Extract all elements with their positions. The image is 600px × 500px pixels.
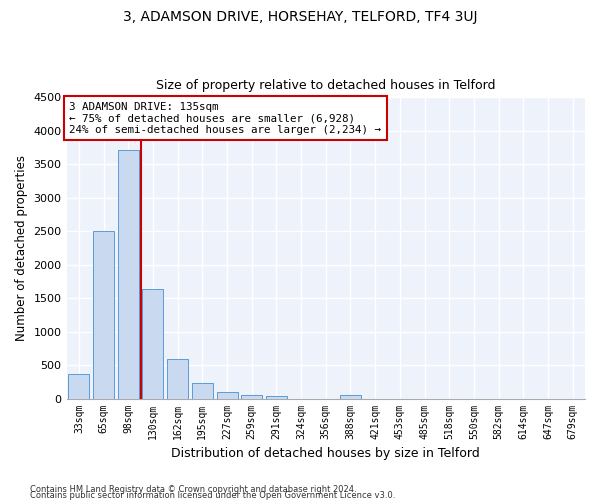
Y-axis label: Number of detached properties: Number of detached properties: [15, 155, 28, 341]
Bar: [241, 394, 262, 398]
Bar: [68, 374, 89, 398]
X-axis label: Distribution of detached houses by size in Telford: Distribution of detached houses by size …: [172, 447, 480, 460]
Text: Contains public sector information licensed under the Open Government Licence v3: Contains public sector information licen…: [30, 490, 395, 500]
Bar: [167, 359, 188, 399]
Bar: [93, 231, 114, 398]
Text: 3 ADAMSON DRIVE: 135sqm
← 75% of detached houses are smaller (6,928)
24% of semi: 3 ADAMSON DRIVE: 135sqm ← 75% of detache…: [69, 102, 381, 135]
Bar: [340, 395, 361, 398]
Bar: [118, 150, 139, 398]
Bar: [192, 383, 213, 398]
Title: Size of property relative to detached houses in Telford: Size of property relative to detached ho…: [156, 79, 496, 92]
Bar: [217, 392, 238, 398]
Text: Contains HM Land Registry data © Crown copyright and database right 2024.: Contains HM Land Registry data © Crown c…: [30, 484, 356, 494]
Bar: [142, 290, 163, 399]
Bar: [266, 396, 287, 398]
Text: 3, ADAMSON DRIVE, HORSEHAY, TELFORD, TF4 3UJ: 3, ADAMSON DRIVE, HORSEHAY, TELFORD, TF4…: [123, 10, 477, 24]
